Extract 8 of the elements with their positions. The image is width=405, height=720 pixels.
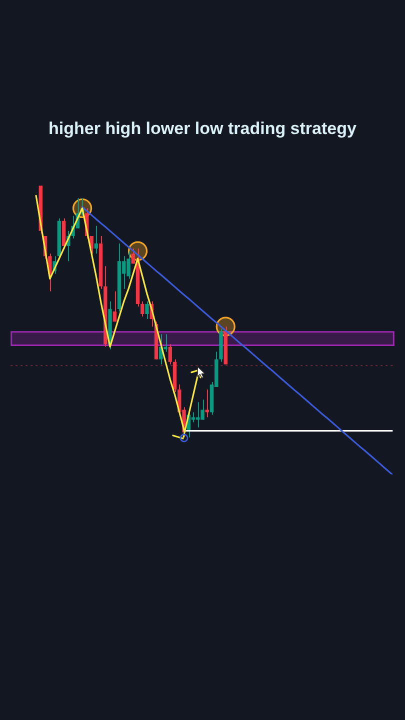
candlestick [168,344,172,365]
chart-title: higher high lower low trading strategy [48,119,358,139]
candlestick [145,300,149,320]
candlestick [112,290,116,322]
candlestick [164,334,168,352]
candlestick [94,225,98,254]
candlestick [48,253,52,292]
candlestick [205,389,209,418]
